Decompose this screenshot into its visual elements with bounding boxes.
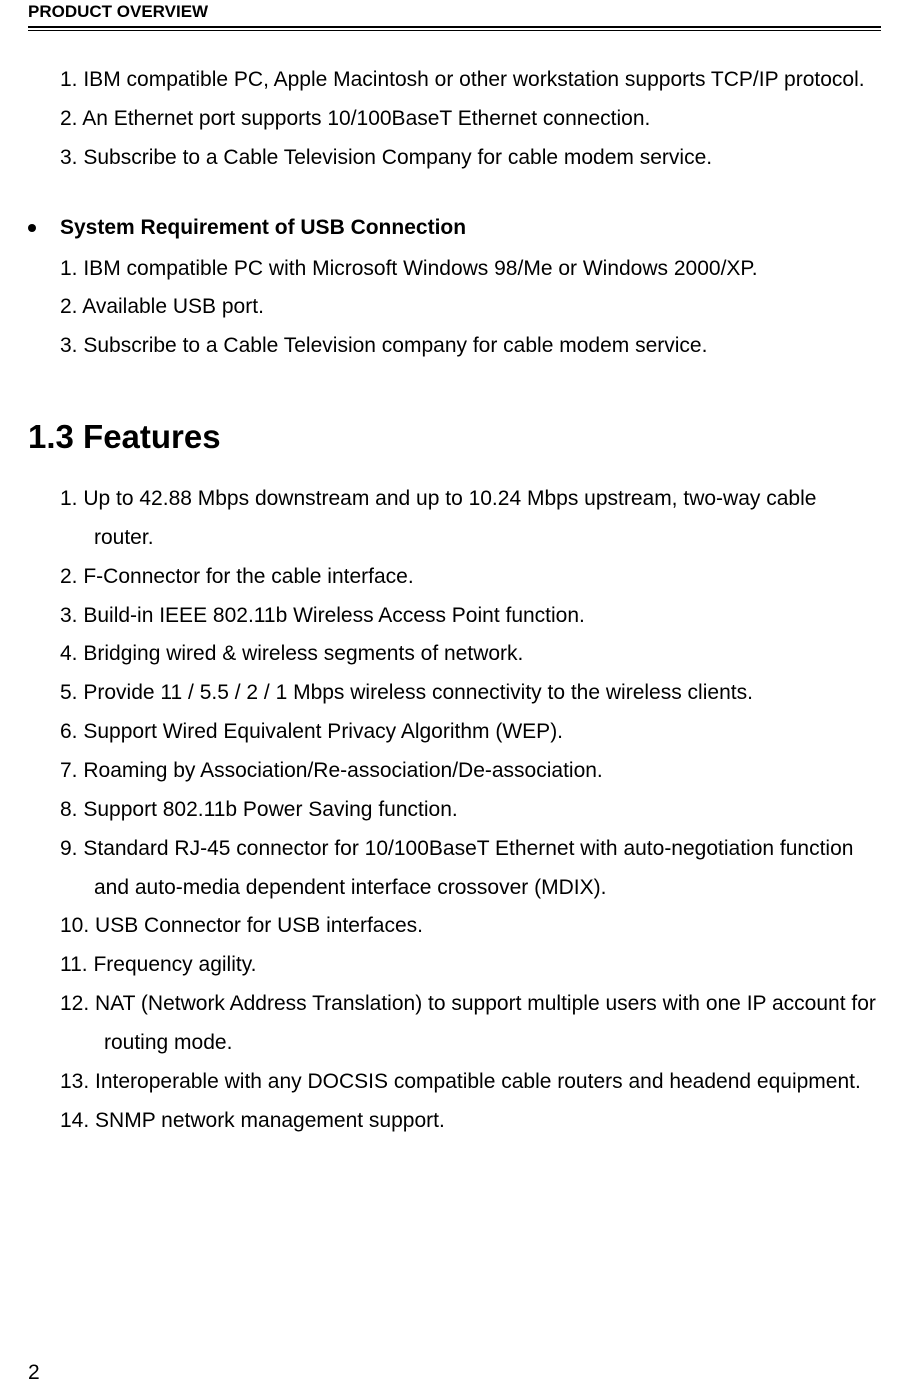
page-header: PRODUCT OVERVIEW [0,0,909,26]
usb-section-heading: System Requirement of USB Connection [60,216,881,240]
page-content: 1. IBM compatible PC, Apple Macintosh or… [0,31,909,1140]
features-list: 1. Up to 42.88 Mbps downstream and up to… [28,480,881,1140]
list-item: 3. Build-in IEEE 802.11b Wireless Access… [60,597,881,636]
list-item: 1. IBM compatible PC with Microsoft Wind… [60,250,881,289]
list-item: 8. Support 802.11b Power Saving function… [60,791,881,830]
list-item: 3. Subscribe to a Cable Television Compa… [60,139,881,178]
list-item: 1. Up to 42.88 Mbps downstream and up to… [60,480,881,558]
list-item: 7. Roaming by Association/Re-association… [60,752,881,791]
header-title: PRODUCT OVERVIEW [28,2,208,21]
list-item: 14. SNMP network management support. [60,1102,881,1141]
list-item: 4. Bridging wired & wireless segments of… [60,635,881,674]
ethernet-requirements-list: 1. IBM compatible PC, Apple Macintosh or… [28,61,881,178]
list-item: 5. Provide 11 / 5.5 / 2 / 1 Mbps wireles… [60,674,881,713]
list-item: 11. Frequency agility. [60,946,881,985]
usb-requirements-list: 1. IBM compatible PC with Microsoft Wind… [60,250,881,367]
list-item: 3. Subscribe to a Cable Television compa… [60,327,881,366]
list-item: 1. IBM compatible PC, Apple Macintosh or… [60,61,881,100]
list-item: 13. Interoperable with any DOCSIS compat… [60,1063,881,1102]
page-number: 2 [28,1361,40,1385]
list-item: 2. F-Connector for the cable interface. [60,558,881,597]
list-item: 2. An Ethernet port supports 10/100BaseT… [60,100,881,139]
list-item: 2. Available USB port. [60,288,881,327]
bullet-icon [28,224,36,232]
list-item: 10. USB Connector for USB interfaces. [60,907,881,946]
list-item: 9. Standard RJ-45 connector for 10/100Ba… [60,830,881,908]
features-heading: 1.3 Features [28,418,881,456]
usb-section: System Requirement of USB Connection 1. … [28,216,881,367]
usb-heading-text: System Requirement of USB Connection [60,216,466,240]
list-item: 12. NAT (Network Address Translation) to… [60,985,881,1063]
list-item: 6. Support Wired Equivalent Privacy Algo… [60,713,881,752]
